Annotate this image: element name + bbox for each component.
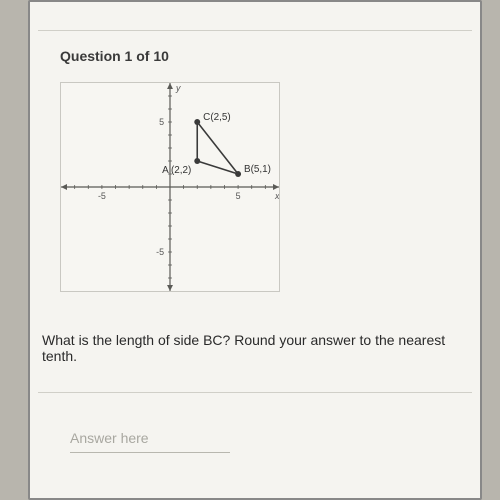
svg-text:-5: -5 [98,191,106,201]
question-header: Question 1 of 10 [60,48,169,64]
answer-input[interactable]: Answer here [70,430,149,446]
svg-text:x: x [274,191,279,201]
graph-svg: -5 -5 5 5 x y A (2,2) B(5,1) C(2,5) [61,83,279,291]
svg-text:y: y [175,83,181,93]
svg-text:A (2,2): A (2,2) [162,165,191,176]
question-text: What is the length of side BC? Round you… [42,332,480,364]
svg-text:B(5,1): B(5,1) [244,164,271,175]
svg-text:C(2,5): C(2,5) [203,112,230,123]
coordinate-graph: -5 -5 5 5 x y A (2,2) B(5,1) C(2,5) [60,82,280,292]
worksheet-screen: Question 1 of 10 -5 -5 5 5 x y A (2,2) B(5,1) C(… [28,0,482,500]
svg-text:5: 5 [236,191,241,201]
answer-underline [70,452,230,453]
divider [38,30,472,31]
svg-text:5: 5 [159,117,164,127]
svg-text:-5: -5 [156,247,164,257]
